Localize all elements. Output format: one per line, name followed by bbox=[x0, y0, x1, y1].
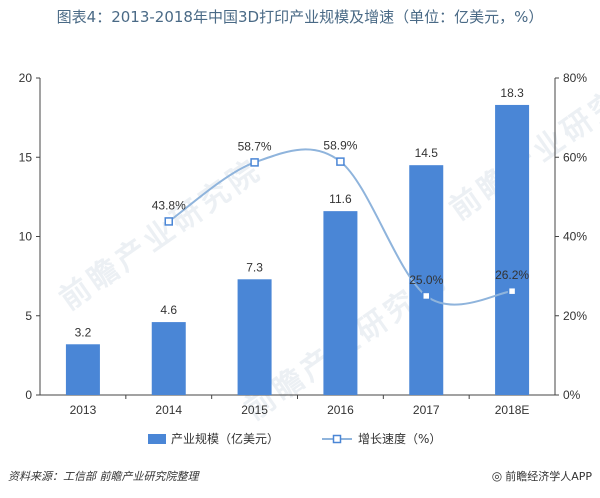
bar-value-label: 3.2 bbox=[75, 325, 92, 339]
legend-swatch-bar bbox=[148, 434, 166, 444]
y-tick-label-left: 5 bbox=[25, 309, 32, 323]
growth-point bbox=[336, 157, 345, 166]
y-tick-label-right: 80% bbox=[563, 71, 587, 85]
y-tick-label-right: 40% bbox=[563, 230, 587, 244]
growth-value-label: 26.2% bbox=[495, 268, 529, 282]
growth-value-label: 43.8% bbox=[152, 198, 186, 212]
bar-value-label: 11.6 bbox=[329, 192, 352, 206]
bar bbox=[409, 165, 444, 395]
bar bbox=[237, 279, 272, 395]
bar-value-label: 14.5 bbox=[415, 146, 439, 160]
bar bbox=[323, 211, 358, 395]
y-tick-label-right: 20% bbox=[563, 309, 587, 323]
axes: 0 5 10 15 20 0% 20% 40% 60% 80% 2013 2014 2015 2016 20… bbox=[19, 71, 588, 417]
source-note: 资料来源：工信部 前瞻产业研究院整理 bbox=[8, 470, 199, 483]
legend-swatch-marker bbox=[332, 434, 342, 444]
y-tick-label-right: 0% bbox=[563, 388, 581, 402]
growth-value-label: 58.9% bbox=[323, 139, 357, 153]
bars bbox=[65, 104, 530, 395]
weibo-icon: ◎ bbox=[491, 469, 503, 483]
growth-point bbox=[164, 217, 173, 226]
growth-value-label: 58.7% bbox=[238, 139, 272, 153]
growth-line bbox=[164, 148, 517, 306]
bar-value-label: 18.3 bbox=[500, 86, 524, 100]
data-labels: 3.2 4.6 7.3 11.6 14.5 18.3 43.8% 58.7% 58.9% 25.0… bbox=[75, 86, 530, 339]
x-tick-label: 2016 bbox=[327, 403, 354, 417]
x-tick-label: 2014 bbox=[155, 403, 182, 417]
x-tick-label: 2013 bbox=[70, 403, 97, 417]
y-tick-label-left: 10 bbox=[19, 230, 33, 244]
growth-point bbox=[507, 286, 517, 296]
growth-value-label: 25.0% bbox=[409, 273, 443, 287]
legend-label-line: 增长速度（%） bbox=[358, 431, 441, 446]
x-tick-label: 2018E bbox=[495, 403, 530, 417]
x-tick-label: 2017 bbox=[413, 403, 440, 417]
legend-label-bar: 产业规模（亿美元） bbox=[171, 431, 279, 446]
bar bbox=[495, 104, 530, 395]
bar-value-label: 7.3 bbox=[246, 260, 263, 274]
growth-point bbox=[422, 291, 431, 301]
bar bbox=[151, 322, 186, 395]
bar bbox=[65, 344, 100, 395]
growth-point bbox=[250, 158, 259, 167]
brand-text: 前瞻经济学人APP bbox=[505, 470, 592, 483]
y-tick-label-left: 20 bbox=[19, 71, 33, 85]
brand-logo: ◎ 前瞻经济学人APP bbox=[492, 468, 592, 484]
x-tick-label: 2015 bbox=[241, 403, 268, 417]
chart-title: 图表4：2013-2018年中国3D打印产业规模及增速（单位：亿美元，%） bbox=[56, 8, 544, 26]
y-tick-label-left: 15 bbox=[19, 150, 33, 164]
legend: 产业规模（亿美元） 增长速度（%） bbox=[148, 431, 441, 446]
y-tick-label-right: 60% bbox=[563, 150, 587, 164]
bar-value-label: 4.6 bbox=[160, 303, 177, 317]
y-tick-label-left: 0 bbox=[25, 388, 32, 402]
